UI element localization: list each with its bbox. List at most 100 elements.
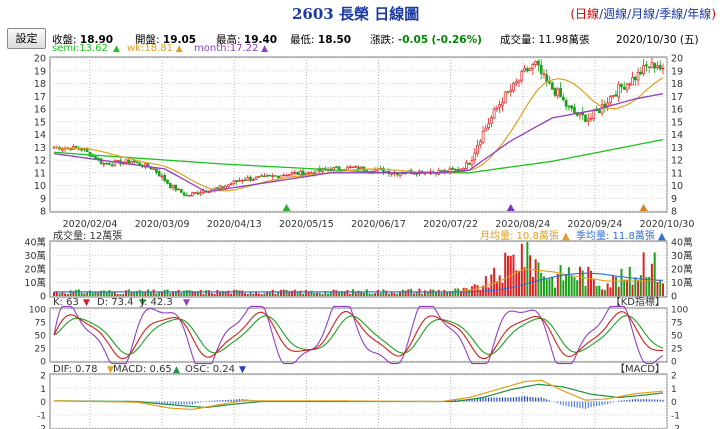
candle bbox=[404, 172, 407, 175]
volume-bar bbox=[523, 267, 526, 296]
volume-bar bbox=[659, 280, 662, 296]
candle bbox=[263, 175, 266, 178]
candle bbox=[296, 171, 299, 175]
candle bbox=[335, 166, 338, 168]
volume-bar bbox=[387, 293, 390, 296]
volume-bar bbox=[279, 289, 282, 296]
price-x-label: 2020/09/24 bbox=[567, 219, 622, 230]
volume-bar bbox=[75, 289, 78, 296]
kd-legend-J: J: 42.3 bbox=[140, 297, 173, 308]
volume-bar bbox=[349, 293, 352, 296]
candle bbox=[91, 155, 95, 158]
kd-y-tick-left: 100 bbox=[29, 306, 46, 316]
period-link-monthly[interactable]: 月線 bbox=[631, 7, 656, 21]
candle bbox=[77, 148, 81, 150]
period-link-quarterly[interactable]: 季線 bbox=[659, 7, 684, 21]
candle bbox=[110, 164, 114, 167]
candle bbox=[650, 62, 654, 69]
volume-bar bbox=[180, 292, 183, 296]
volume-bar bbox=[662, 283, 664, 296]
volume-bar bbox=[468, 289, 471, 296]
dif-line bbox=[53, 379, 664, 411]
volume-bar bbox=[86, 292, 89, 296]
candle bbox=[60, 148, 64, 151]
candle bbox=[423, 171, 427, 175]
candle bbox=[213, 187, 216, 191]
candle bbox=[359, 166, 363, 169]
volume-bar bbox=[277, 291, 280, 296]
candle bbox=[487, 123, 490, 128]
volume-bar bbox=[531, 276, 534, 296]
quote-volume: 成交量: 11.98萬張 bbox=[500, 34, 590, 46]
settings-button[interactable]: 設定 bbox=[7, 28, 46, 49]
candle bbox=[437, 169, 441, 175]
period-link-weekly[interactable]: 週線 bbox=[603, 7, 628, 21]
volume-bar bbox=[130, 292, 133, 296]
volume-y-tick-left: 20萬 bbox=[24, 264, 46, 276]
candle bbox=[168, 182, 172, 188]
candle bbox=[454, 168, 457, 171]
volume-bar bbox=[637, 280, 640, 296]
volume-bar bbox=[609, 287, 612, 296]
kd-legend-D: D: 73.4 bbox=[97, 297, 134, 308]
candle bbox=[451, 168, 454, 171]
volume-bar bbox=[476, 285, 479, 296]
candle bbox=[611, 95, 615, 97]
volume-value: 11.98萬張 bbox=[538, 34, 590, 46]
candle bbox=[553, 88, 557, 96]
candle bbox=[442, 169, 446, 172]
candle bbox=[315, 168, 319, 175]
candle bbox=[478, 141, 482, 146]
candle bbox=[401, 172, 405, 174]
quote-change: 漲跌: -0.05 (-0.26%) bbox=[370, 34, 482, 46]
price-y-tick-left: 15 bbox=[34, 117, 46, 128]
volume-bar bbox=[393, 293, 396, 296]
volume-bar bbox=[410, 288, 413, 296]
volume-bar bbox=[97, 292, 100, 296]
volume-bar bbox=[102, 290, 105, 296]
volume-bar bbox=[136, 290, 139, 296]
volume-bar bbox=[285, 289, 288, 296]
macd-y-tick-left: -1 bbox=[37, 411, 46, 421]
candle bbox=[633, 76, 637, 81]
volume-bar bbox=[634, 277, 637, 296]
volume-bar bbox=[64, 293, 67, 296]
candle bbox=[656, 65, 659, 69]
candle bbox=[224, 185, 227, 190]
volume-y-tick-right: 10萬 bbox=[671, 277, 693, 289]
period-link-yearly[interactable]: 年線 bbox=[687, 7, 712, 21]
candle bbox=[174, 184, 178, 191]
candle bbox=[274, 175, 277, 177]
volume-bar bbox=[653, 252, 656, 296]
price-y-tick-left: 9 bbox=[40, 194, 46, 205]
volume-bar bbox=[437, 289, 440, 296]
volume-bar bbox=[415, 291, 418, 296]
candle bbox=[113, 160, 117, 166]
candle bbox=[182, 192, 186, 196]
volume-bar bbox=[631, 284, 634, 296]
candle bbox=[227, 184, 230, 187]
close-value: 18.90 bbox=[79, 34, 114, 46]
candle bbox=[506, 91, 510, 93]
volume-bar bbox=[219, 292, 222, 296]
period-link-daily[interactable]: 日線 bbox=[575, 7, 600, 21]
volume-bar bbox=[473, 284, 476, 296]
candle bbox=[495, 107, 499, 110]
volume-bar bbox=[113, 291, 116, 296]
candle bbox=[210, 189, 214, 192]
candle bbox=[218, 185, 222, 189]
candle bbox=[448, 168, 452, 173]
kd-legend-arrow: ▼ bbox=[83, 298, 90, 308]
month-ma-line bbox=[53, 93, 664, 193]
volume-bar bbox=[172, 292, 175, 296]
candle bbox=[603, 103, 607, 107]
volume-bar bbox=[100, 290, 103, 296]
candle bbox=[346, 166, 349, 171]
wk-ma-line bbox=[53, 77, 664, 192]
candle bbox=[617, 84, 621, 98]
candle bbox=[202, 190, 205, 194]
candle bbox=[105, 162, 108, 165]
candle bbox=[279, 175, 283, 179]
volume-bar bbox=[124, 290, 127, 296]
